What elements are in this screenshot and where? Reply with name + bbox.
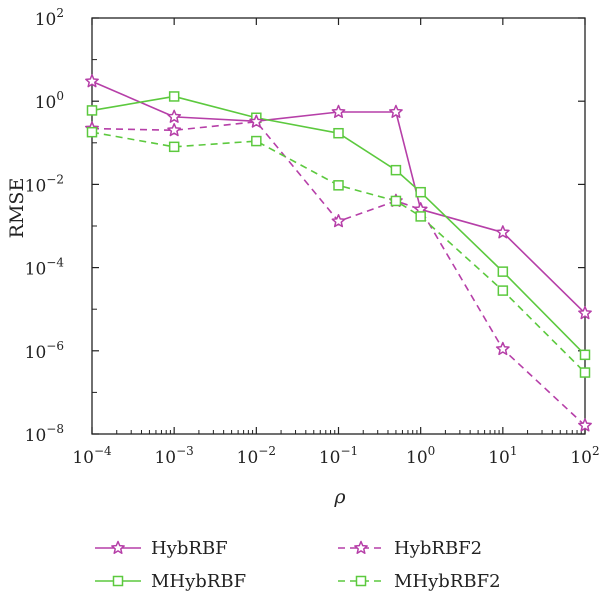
data-point-square [579,367,591,378]
y-tick-label: 10−4 [25,256,65,280]
series-hybrbf [85,74,592,320]
data-point-square [355,575,367,587]
data-point-square [415,186,426,198]
data-point-star [495,225,510,239]
legend-item-hybrbf: HybRBF [95,538,228,559]
data-point-star [167,109,182,123]
data-point-square [497,285,509,296]
x-tick-label: 102 [570,444,599,468]
legend-label: HybRBF2 [394,538,482,559]
data-point-star [111,540,125,555]
data-point-star [85,74,99,88]
legend: HybRBF MHybRBF HybRBF2 MHybRBF2 [95,538,501,592]
series-line [91,131,586,374]
legend-item-mhybrbf2: MHybRBF2 [338,571,501,592]
series-line [91,120,586,427]
y-tick-label: 10−8 [25,422,64,446]
x-tick-label: 10−1 [319,444,358,468]
data-point-square [168,141,180,153]
data-point-square [333,127,344,139]
y-tick-label: 10−6 [25,339,64,363]
plot-frame [91,17,586,435]
series-line [91,80,586,314]
data-point-square [86,105,98,116]
series-hybrbf2 [85,114,592,432]
x-axis-label: ρ [333,486,346,508]
series-line [91,95,586,356]
y-tick-label: 100 [35,89,64,113]
data-point-square [251,135,262,147]
x-tick-label: 10−2 [237,444,276,468]
legend-label: MHybRBF2 [394,571,501,592]
legend-label: HybRBF [151,538,228,559]
x-tick-label: 10−3 [154,444,193,468]
data-point-square [333,180,344,191]
data-point-star [331,214,346,228]
x-tick-label: 101 [488,444,517,468]
data-point-star [578,305,592,320]
data-point-square [112,575,124,587]
legend-item-hybrbf2: HybRBF2 [338,538,482,559]
data-point-square [168,91,180,102]
legend-item-mhybrbf: MHybRBF [95,571,246,592]
y-tick-label: 10−2 [25,172,64,196]
data-point-square [390,164,402,176]
data-point-star [249,114,264,128]
data-point-star [331,104,346,119]
x-tick-label: 100 [406,444,435,468]
data-point-star [389,104,403,119]
data-point-square [86,126,98,138]
data-point-star [495,341,510,356]
y-axis-label: RMSE [6,178,28,239]
data-point-square [579,349,591,361]
axes: 10−4 10−3 10−2 10−1 100 101 102 102 100 10−2 10−4 1… [25,6,600,468]
data-point-square [415,211,426,222]
series-layer [85,74,592,432]
series-mhybrbf2 [86,126,591,378]
x-tick-label: 10−4 [72,444,112,468]
data-point-square [497,266,509,277]
series-mhybrbf [86,91,591,361]
data-point-star [578,418,592,432]
data-point-square [390,195,402,207]
data-point-star [354,540,368,555]
labels: ρ RMSE [6,178,346,508]
y-tick-label: 102 [35,6,64,30]
data-point-star [167,123,182,137]
legend-label: MHybRBF [151,571,246,592]
